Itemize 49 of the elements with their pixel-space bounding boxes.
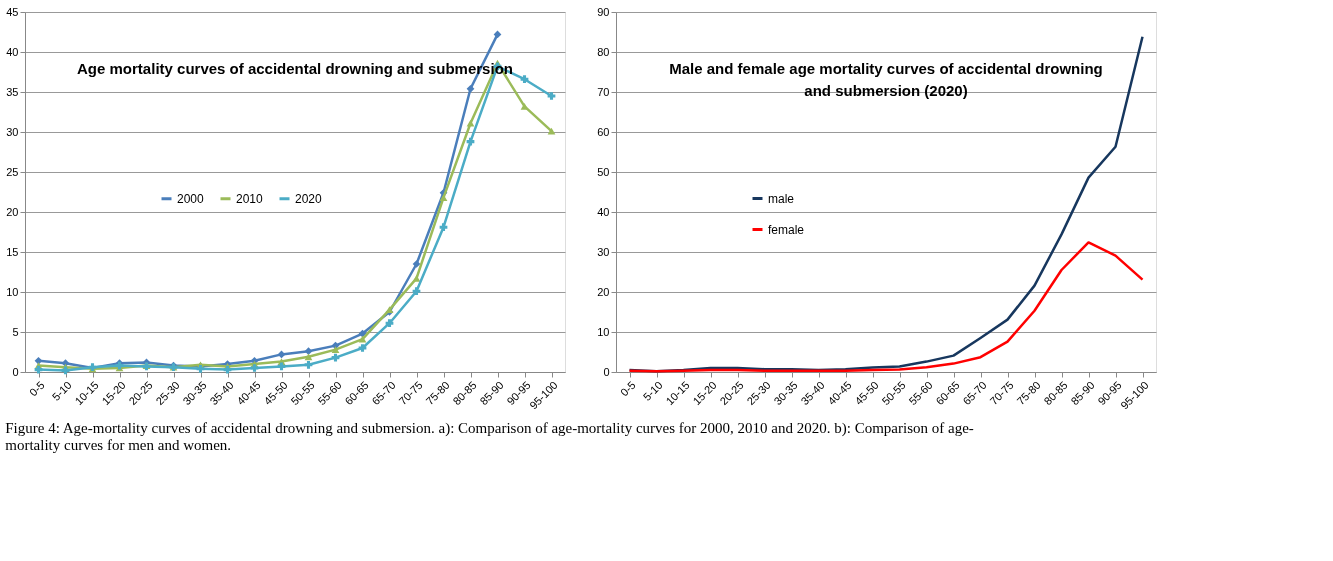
point: [466, 84, 475, 93]
y-tick-label: 20: [6, 205, 19, 218]
point: [304, 353, 313, 361]
y-tick-label: 0: [603, 365, 610, 378]
y-tick-label: 70: [597, 85, 610, 98]
point: [520, 75, 529, 84]
point: [250, 364, 259, 372]
x-tick-label: 0-5: [618, 378, 638, 399]
legend-label: 2020: [295, 191, 323, 206]
y-tick-label: 30: [6, 125, 19, 138]
point: [358, 344, 367, 352]
legend-label: male: [768, 191, 795, 206]
y-tick-label: 10: [6, 285, 19, 298]
point: [466, 119, 475, 127]
legend-label: female: [768, 222, 805, 237]
point: [412, 275, 421, 282]
y-tick-label: 15: [6, 245, 19, 258]
point: [358, 335, 367, 343]
point: [547, 92, 556, 100]
point: [439, 223, 448, 232]
point: [385, 319, 394, 328]
point: [331, 346, 340, 353]
text: Male and female age mortality curves of accidental drowning and submersion (2020): [669, 60, 1103, 100]
y-tick-label: 20: [597, 285, 610, 298]
y-tick-label: 90: [597, 5, 610, 18]
y-tick-label: 35: [6, 85, 19, 98]
y-tick-label: 40: [597, 205, 610, 218]
x-tick-label: 0-5: [27, 378, 47, 399]
y-tick-label: 45: [6, 5, 19, 18]
y-tick-label: 60: [597, 125, 610, 138]
point: [412, 260, 421, 268]
caption: Figure 4: Age-mortality curves of accidental drowning and submersion. a): Comparison of age-mortality curves for 2000, 2010 and 2020. b): Comparison of age-mortality curves for men and women.: [5, 420, 974, 454]
y-tick-label: 25: [6, 165, 19, 178]
point: [439, 194, 448, 201]
legend-label: 2010: [236, 191, 264, 206]
line-series: [628, 241, 1144, 373]
y-tick-label: 30: [597, 245, 610, 258]
point: [304, 360, 313, 369]
point: [547, 127, 556, 135]
point: [304, 347, 313, 356]
legend-label: 2000: [177, 191, 205, 206]
point: [412, 287, 421, 296]
point: [520, 103, 529, 110]
y-tick-label: 40: [6, 45, 19, 58]
y-tick-label: 5: [12, 325, 19, 338]
y-tick-label: 10: [597, 325, 610, 338]
y-tick-label: 80: [597, 45, 610, 58]
y-tick-label: 50: [597, 165, 610, 178]
y-tick-label: 0: [12, 365, 19, 378]
